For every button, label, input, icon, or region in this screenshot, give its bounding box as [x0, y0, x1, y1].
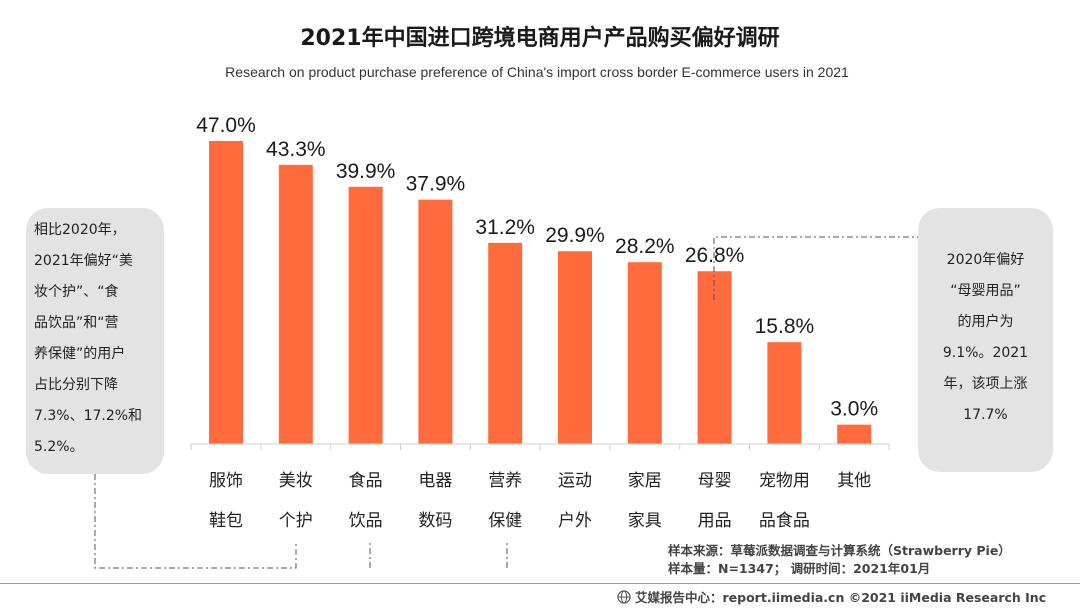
footer: 艾媒报告中心：report.iimedia.cn ©2021 iiMedia R…: [617, 587, 1046, 606]
left-note-line: 7.3%、17.2%和: [34, 408, 143, 424]
value-label-2: 39.9%: [336, 160, 396, 183]
value-labels: 47.0% 43.3% 39.9% 37.9% 31.2% 29.9% 28.2% 26.8%…: [196, 114, 878, 421]
category-label-7-1: 用品: [698, 511, 732, 531]
globe-icon: [617, 590, 631, 604]
category-label-2-0: 食品: [349, 471, 383, 491]
right-note-line: 17.7%: [963, 407, 1008, 423]
footer-divider: [0, 583, 1080, 584]
category-label-8-1: 品食品: [759, 511, 810, 531]
chart-subtitle: Research on product purchase preference …: [225, 64, 849, 80]
right-note-line: “母婴用品”: [950, 283, 1021, 299]
right-note-line: 的用户为: [957, 314, 1014, 330]
left-note-line: 5.2%。: [34, 439, 84, 455]
value-label-9: 3.0%: [830, 398, 878, 421]
right-note-line: 9.1%。2021: [942, 345, 1029, 361]
category-label-5-0: 运动: [558, 471, 592, 491]
category-label-7-0: 母婴: [698, 471, 732, 491]
category-label-1-0: 美妆: [279, 471, 313, 491]
left-note-line: 2021年偏好“美: [34, 253, 133, 269]
value-label-8: 15.8%: [755, 315, 815, 338]
value-label-3: 37.9%: [406, 173, 466, 196]
bar-8: [767, 342, 802, 444]
category-label-5-1: 户外: [558, 511, 592, 531]
value-label-4: 31.2%: [475, 216, 535, 239]
category-label-4-0: 营养: [488, 471, 522, 491]
annotation-connectors: [94, 236, 935, 569]
left-note-line: 品饮品”和“营: [34, 315, 119, 331]
category-label-3-1: 数码: [418, 511, 452, 531]
source-line-1: 样本来源：草莓派数据调查与计算系统（Strawberry Pie）: [668, 543, 1011, 558]
left-annotation-note: 相比2020年， 2021年偏好“美 妆个护”、“食 品饮品”和“营 养保健”的…: [26, 208, 164, 474]
value-label-5: 29.9%: [545, 224, 605, 247]
left-note-line: 妆个护”、“食: [34, 284, 119, 300]
right-note-line: 年，该项上涨: [943, 376, 1028, 392]
value-label-6: 28.2%: [615, 235, 675, 258]
bar-1: [278, 164, 313, 444]
right-note-connector: [713, 236, 935, 300]
bar-6: [627, 262, 662, 444]
category-label-1-1: 个护: [279, 511, 313, 531]
chart-title: 2021年中国进口跨境电商用户产品购买偏好调研: [300, 25, 779, 51]
bar-2: [348, 186, 383, 444]
category-label-0-0: 服饰: [209, 471, 243, 491]
bar-5: [558, 251, 592, 444]
source-line-2: 样本量：N=1347； 调研时间：2021年01月: [668, 561, 931, 576]
category-label-3-0: 电器: [418, 471, 452, 491]
category-label-0-1: 鞋包: [209, 511, 243, 531]
category-label-8-0: 宠物用: [759, 471, 810, 491]
left-note-connector: [94, 474, 297, 569]
left-note-line: 养保健”的用户: [34, 346, 126, 362]
left-note-line: 占比分别下降: [34, 377, 118, 393]
bar-7: [697, 271, 732, 444]
value-label-1: 43.3%: [266, 138, 326, 161]
x-axis-ticks: [190, 444, 890, 450]
category-label-6-0: 家居: [628, 471, 662, 491]
right-note-line: 2020年偏好: [946, 252, 1025, 268]
footer-text: 艾媒报告中心：report.iimedia.cn ©2021 iiMedia R…: [635, 590, 1047, 605]
value-label-0: 47.0%: [196, 114, 256, 137]
source-note: 样本来源：草莓派数据调查与计算系统（Strawberry Pie） 样本量：N=…: [668, 542, 1011, 578]
bar-3: [418, 199, 453, 444]
right-annotation-note: 2020年偏好 “母婴用品” 的用户为 9.1%。2021 年，该项上涨 17.…: [918, 208, 1053, 472]
bar-9: [837, 424, 872, 444]
bars-layer: [209, 141, 872, 444]
value-label-7: 26.8%: [685, 244, 745, 267]
category-label-9-0: 其他: [837, 471, 871, 491]
left-note-line: 相比2020年，: [34, 222, 126, 238]
bar-4: [488, 242, 523, 444]
category-label-6-1: 家具: [628, 511, 662, 531]
bar-0: [209, 141, 243, 444]
category-label-4-1: 保健: [488, 511, 522, 531]
category-label-2-1: 饮品: [349, 511, 383, 531]
